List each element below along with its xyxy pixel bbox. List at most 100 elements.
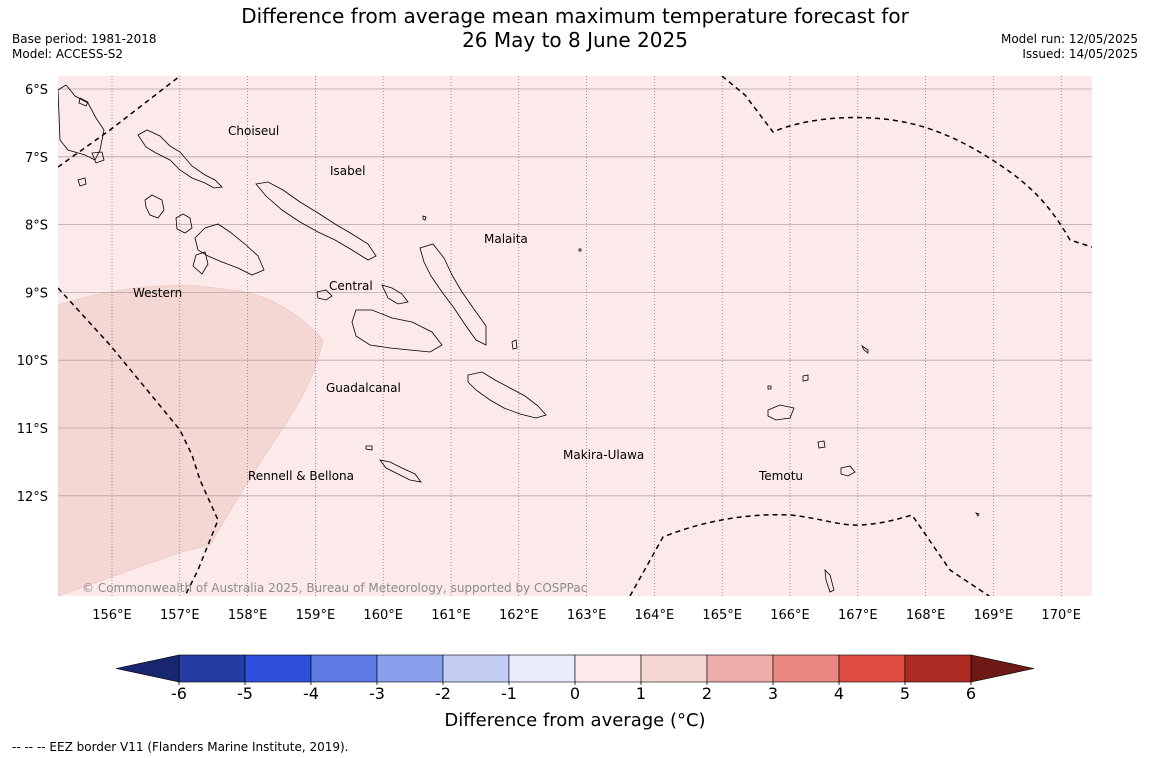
island-small-south: [824, 568, 835, 593]
eez-border-png: [58, 76, 181, 168]
label-central: Central: [329, 279, 373, 293]
island-reef-islands: [802, 374, 809, 382]
colorbar-segment: [376, 654, 444, 683]
label-western: Western: [133, 286, 182, 300]
island-choiseul: [137, 129, 223, 189]
province-labels: Choiseul Isabel Malaita Western Central …: [133, 124, 803, 483]
latitude-labels: 6°S 7°S 8°S 9°S 10°S 11°S 12°S: [17, 83, 48, 505]
lat-label: 12°S: [17, 490, 48, 505]
island-anuta: [767, 385, 772, 390]
latitude-gridlines: [58, 88, 1092, 497]
colorbar-segment: [508, 654, 576, 683]
eez-border-west: [58, 287, 219, 596]
eez-border-south: [629, 513, 991, 596]
island-shortland: [91, 151, 105, 164]
island-vella: [144, 194, 165, 219]
island-kolombangara: [175, 213, 193, 234]
lon-label: 170°E: [1041, 608, 1081, 623]
island-treasury: [77, 177, 87, 187]
island-tikopia: [975, 512, 980, 517]
label-malaita: Malaita: [484, 232, 528, 246]
colorbar-tick-label: 3: [768, 684, 778, 703]
colorbar-tick-label: 5: [900, 684, 910, 703]
lon-label: 161°E: [431, 608, 471, 623]
island-guadalcanal: [351, 309, 443, 353]
title-line-1: Difference from average mean maximum tem…: [241, 4, 909, 28]
colorbar-segment: [574, 654, 642, 683]
island-rendova: [192, 251, 209, 275]
colorbar-under-arrow: [115, 654, 180, 683]
lon-label: 169°E: [974, 608, 1014, 623]
map-title: Difference from average mean maximum tem…: [0, 4, 1150, 52]
island-bellona: [365, 445, 373, 451]
colorbar-tick-label: -5: [237, 684, 253, 703]
island-ontong: [422, 215, 427, 221]
island-russell: [381, 284, 409, 305]
issued-date: Issued: 14/05/2025: [1022, 47, 1138, 61]
lon-label: 163°E: [567, 608, 607, 623]
title-line-2: 26 May to 8 June 2025: [462, 28, 688, 52]
meta-left: Base period: 1981-2018 Model: ACCESS-S2: [12, 32, 157, 62]
label-isabel: Isabel: [330, 164, 365, 178]
model-name: Model: ACCESS-S2: [12, 47, 124, 61]
colorbar-segment: [244, 654, 312, 683]
lat-label: 9°S: [25, 286, 48, 301]
colorbar-segment: [310, 654, 378, 683]
colorbar-tick-label: 6: [966, 684, 976, 703]
colorbar-title: Difference from average (°C): [444, 710, 706, 731]
longitude-labels: 156°E 157°E 158°E 159°E 160°E 161°E 162°E 163°E…: [92, 608, 1081, 623]
lat-label: 10°S: [17, 354, 48, 369]
meta-right: Model run: 12/05/2025 Issued: 14/05/2025: [1001, 32, 1138, 62]
base-period: Base period: 1981-2018: [12, 32, 157, 46]
island-santa-cruz: [767, 404, 795, 421]
colorbar-segment: [640, 654, 708, 683]
lat-label: 7°S: [25, 151, 48, 166]
colorbar-segment: [442, 654, 510, 683]
island-duff: [860, 344, 869, 354]
colorbar-tick-label: 1: [636, 684, 646, 703]
lat-label: 6°S: [25, 83, 48, 98]
colorbar-tick-label: -4: [303, 684, 319, 703]
island-isabel: [255, 181, 377, 261]
colorbar-tick-label: 0: [570, 684, 580, 703]
islands: [58, 84, 980, 593]
island-vanikoro: [840, 465, 856, 477]
colorbar-segment: [706, 654, 774, 683]
colorbar-over-arrow: [970, 654, 1035, 683]
eez-borders: [58, 76, 1092, 596]
island-makira: [467, 371, 547, 419]
label-makira-ulawa: Makira-Ulawa: [563, 448, 644, 462]
colorbar: [115, 654, 1035, 683]
island-rennell: [379, 459, 422, 483]
lon-label: 167°E: [838, 608, 878, 623]
label-temotu: Temotu: [758, 469, 803, 483]
eez-border-north: [721, 76, 1092, 248]
island-new-georgia: [194, 223, 265, 276]
colorbar-segment: [772, 654, 840, 683]
island-buka: [78, 97, 89, 107]
colorbar-segment: [178, 654, 246, 683]
label-guadalcanal: Guadalcanal: [326, 381, 401, 395]
colorbar-tick-label: -1: [501, 684, 517, 703]
lon-label: 165°E: [702, 608, 742, 623]
lon-label: 156°E: [92, 608, 132, 623]
lat-label: 8°S: [25, 219, 48, 234]
colorbar-tick-label: 4: [834, 684, 844, 703]
label-rennell-bellona: Rennell & Bellona: [248, 469, 354, 483]
colorbar-tick-labels: -6 -5 -4 -3 -2 -1 0 1 2 3 4 5 6: [171, 682, 976, 703]
lon-label: 158°E: [228, 608, 268, 623]
lon-label: 157°E: [160, 608, 200, 623]
label-choiseul: Choiseul: [228, 124, 279, 138]
island-utupua: [817, 440, 826, 449]
lon-label: 168°E: [906, 608, 946, 623]
colorbar-segment: [904, 654, 972, 683]
lon-label: 166°E: [770, 608, 810, 623]
colorbar-tick-label: -2: [435, 684, 451, 703]
lon-label: 160°E: [363, 608, 403, 623]
island-florida: [316, 289, 333, 301]
colorbar-tick-label: 2: [702, 684, 712, 703]
lon-label: 159°E: [296, 608, 336, 623]
colorbar-tick-label: -6: [171, 684, 187, 703]
eez-legend-note: -- -- -- EEZ border V11 (Flanders Marine…: [12, 740, 349, 754]
